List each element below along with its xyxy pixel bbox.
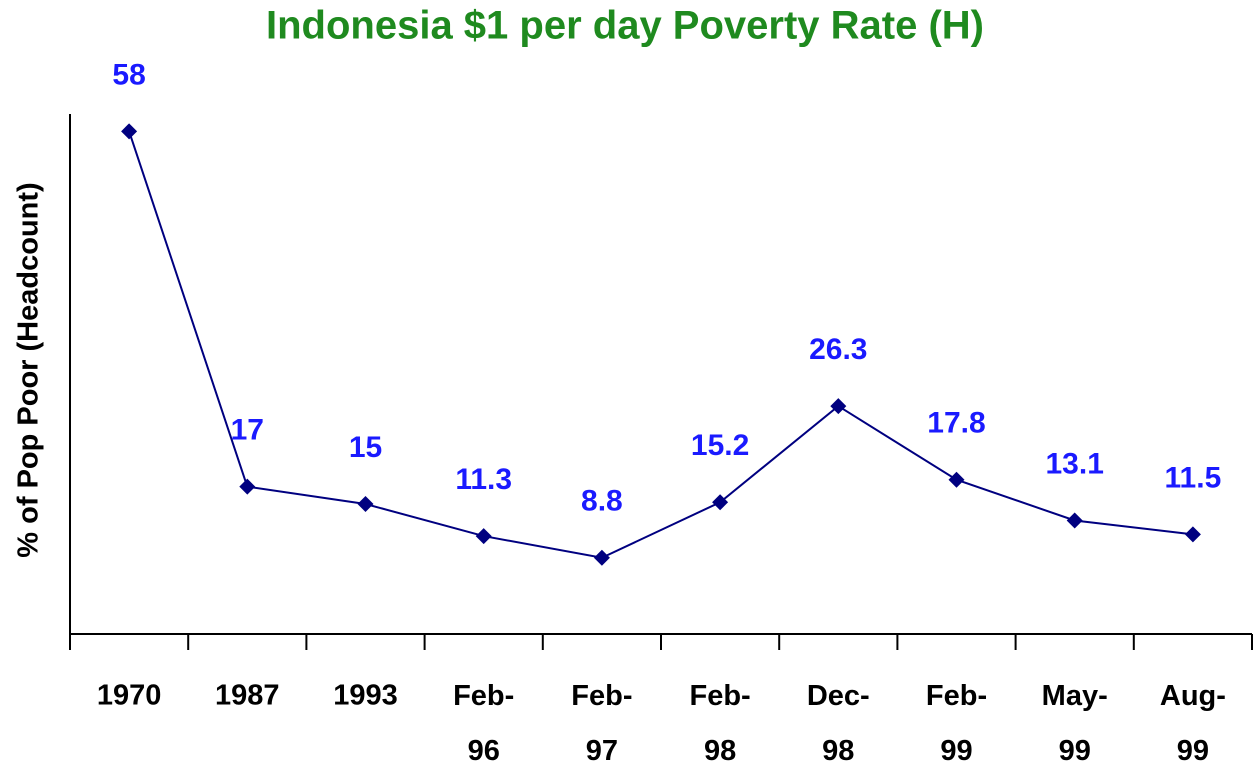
x-tick-label: 1987 — [215, 680, 280, 712]
data-point — [121, 123, 138, 140]
x-tick-label: 1970 — [97, 680, 162, 712]
data-label: 17 — [231, 414, 264, 447]
x-tick-label: Feb-98 — [689, 680, 750, 767]
data-point — [239, 478, 256, 495]
data-point — [593, 549, 610, 566]
data-label: 11.3 — [455, 463, 512, 496]
data-point — [948, 471, 965, 488]
x-tick-label: 1993 — [333, 680, 398, 712]
data-label: 8.8 — [581, 485, 623, 518]
data-label: 15 — [349, 431, 382, 464]
data-label: 26.3 — [809, 333, 867, 366]
x-tick-label: Feb-96 — [453, 680, 514, 767]
x-tick-label: Dec-98 — [807, 680, 870, 767]
data-label: 13.1 — [1046, 447, 1104, 480]
data-label: 58 — [112, 58, 145, 91]
data-point — [357, 496, 374, 512]
data-point — [1066, 512, 1083, 529]
series-line — [128, 131, 1194, 559]
data-point — [475, 528, 492, 545]
x-tick-label: May-99 — [1042, 680, 1108, 767]
y-axis-label: % of Pop Poor (Headcount) — [13, 182, 45, 557]
data-label: 15.2 — [691, 429, 749, 462]
data-point — [1184, 526, 1201, 543]
x-tick-label: Feb-97 — [571, 680, 632, 767]
data-point — [830, 398, 847, 415]
data-label: 17.8 — [927, 407, 985, 440]
x-tick-label: Aug-99 — [1160, 680, 1226, 767]
chart-title: Indonesia $1 per day Poverty Rate (H) — [266, 4, 984, 48]
data-label: 11.5 — [1165, 461, 1222, 494]
data-point — [712, 494, 729, 511]
x-tick-label: Feb-99 — [926, 680, 987, 767]
